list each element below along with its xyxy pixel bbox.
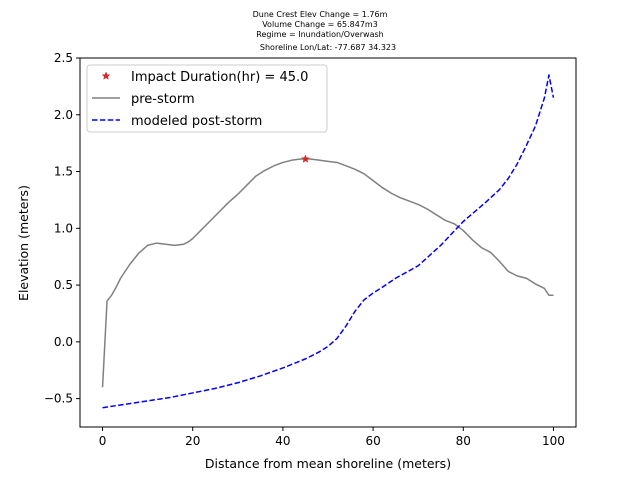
x-tick-label: 20 (185, 434, 200, 448)
title-line-1: Dune Crest Elev Change = 1.76m (253, 10, 388, 19)
x-tick-label: 100 (542, 434, 565, 448)
y-tick-label: 0.5 (54, 278, 73, 292)
series-line-modeled-post-storm (102, 74, 555, 409)
legend-box (86, 64, 328, 133)
x-tick-label: 60 (365, 434, 380, 448)
legend-label-3: modeled post-storm (131, 114, 262, 129)
legend-handle-1 (101, 71, 111, 80)
y-axis-label: Elevation (meters) (16, 185, 31, 301)
y-tick-label: 1.5 (54, 165, 73, 179)
x-tick-label: 40 (275, 434, 290, 448)
legend-label-1: Impact Duration(hr) = 45.0 (131, 70, 308, 85)
title-line-4: Shoreline Lon/Lat: -77.687 34.323 (260, 43, 396, 52)
title-line-2: Volume Change = 65.847m3 (262, 20, 378, 29)
x-axis-label: Distance from mean shoreline (meters) (205, 456, 451, 471)
x-tick-label: 0 (99, 434, 107, 448)
y-tick-label: 2.0 (54, 108, 73, 122)
y-tick-label: −0.5 (44, 392, 73, 406)
impact-marker-star (300, 154, 310, 163)
axes-frame (79, 57, 577, 428)
y-tick-label: 0.0 (54, 335, 73, 349)
chart-title: Dune Crest Elev Change = 1.76m Volume Ch… (253, 10, 396, 52)
plot-area: 0 20 40 60 80 100 −0.5 0.0 0.5 1.0 1.5 2.0 2.5 Impact… (44, 51, 577, 448)
y-tick-label: 2.5 (54, 51, 73, 65)
x-tick-label: 80 (456, 434, 471, 448)
legend-label-2: pre-storm (131, 92, 195, 107)
title-line-3: Regime = Inundation/Overwash (256, 30, 383, 39)
y-tick-label: 1.0 (54, 221, 73, 235)
series-line-pre-storm (101, 158, 554, 388)
